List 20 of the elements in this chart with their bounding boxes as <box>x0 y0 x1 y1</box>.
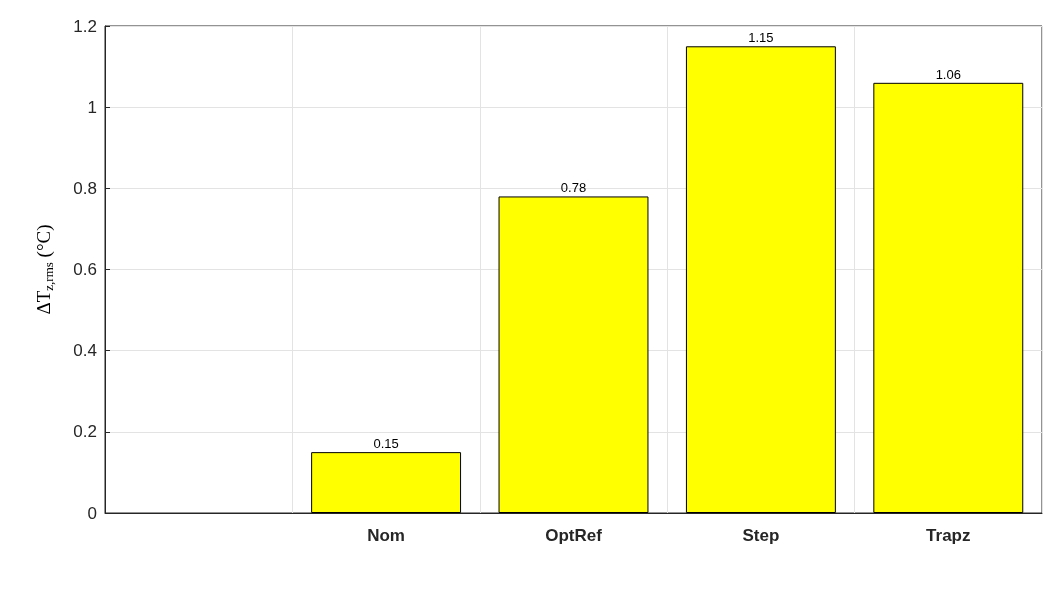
y-tick-label: 0.2 <box>73 422 97 442</box>
y-tick-label: 1 <box>87 97 97 117</box>
x-tick-label: Trapz <box>926 526 971 545</box>
data-label: 1.15 <box>748 30 774 46</box>
y-axis-title: ΔTz,rms (°C) <box>33 224 56 315</box>
bar <box>498 196 649 513</box>
y-tick-label: 0 <box>87 503 97 523</box>
data-label: 0.78 <box>560 180 587 196</box>
data-label: 0.15 <box>373 436 399 452</box>
y-tick-label: 0.8 <box>73 178 97 198</box>
bar <box>311 452 462 513</box>
bar <box>873 82 1024 513</box>
y-tick-label: 1.2 <box>73 16 97 36</box>
x-tick-label: Step <box>742 526 780 545</box>
data-label: 1.06 <box>935 66 961 82</box>
y-tick-label: 0.4 <box>73 341 97 361</box>
y-tick-label: 0.6 <box>73 260 97 279</box>
x-tick-label: Nom <box>367 526 405 545</box>
x-tick-label: OptRef <box>545 526 603 545</box>
bar <box>685 46 836 513</box>
